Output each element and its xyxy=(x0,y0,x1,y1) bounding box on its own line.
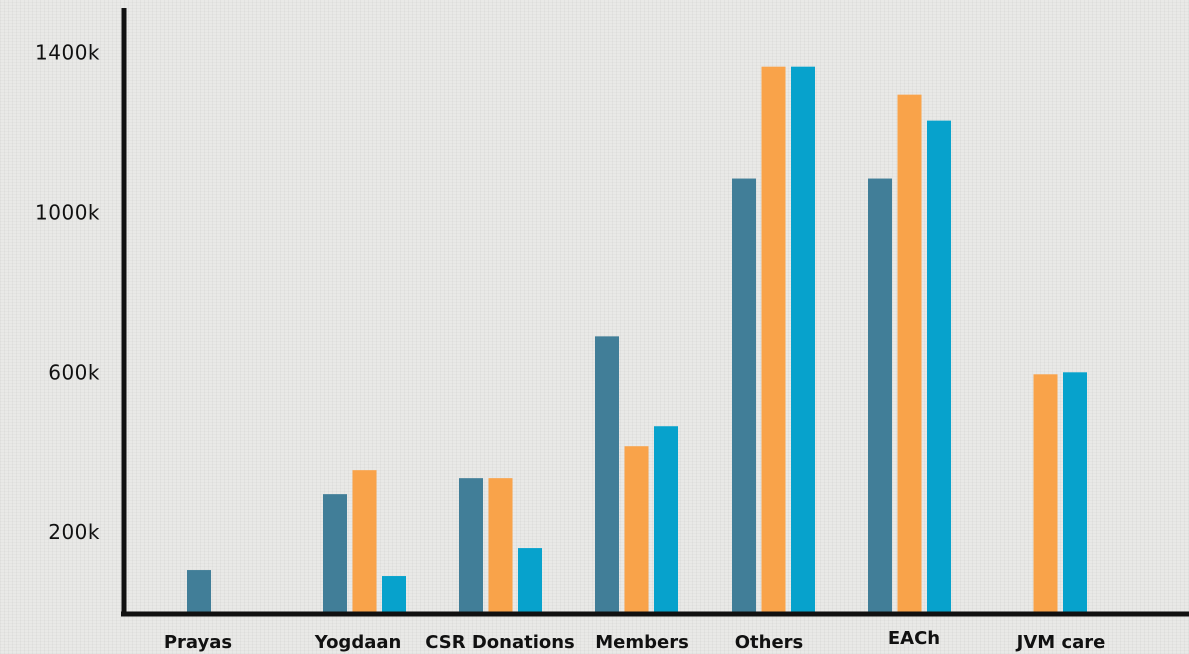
bar-csr-donations-s3 xyxy=(518,548,542,612)
x-tick-label: Yogdaan xyxy=(314,632,402,653)
y-tick-label: 200k xyxy=(48,520,100,544)
x-tick-label: EACh xyxy=(888,628,940,649)
bar-others-s1 xyxy=(732,178,756,613)
y-tick-label: 1000k xyxy=(35,201,100,225)
bar-csr-donations-s1 xyxy=(459,478,483,612)
bar-yogdaan-s2 xyxy=(352,470,377,612)
y-tick-label: 1400k xyxy=(35,41,100,65)
bar-jvm-care-s2 xyxy=(1033,374,1058,612)
bar-each-s3 xyxy=(927,120,951,613)
y-tick-label: 600k xyxy=(48,360,100,384)
bar-members-s3 xyxy=(654,426,678,612)
bar-members-s1 xyxy=(595,336,619,612)
y-axis-ticks: 200k 600k 1000k 1400k xyxy=(35,41,100,544)
x-tick-label: Members xyxy=(595,632,689,653)
x-tick-label: CSR Donations xyxy=(425,632,575,653)
bar-csr-donations-s2 xyxy=(488,478,513,612)
bar-yogdaan-s1 xyxy=(323,494,347,612)
bar-each-s1 xyxy=(868,178,892,613)
bar-members-s2 xyxy=(624,446,649,612)
bar-others-s2 xyxy=(761,66,786,613)
x-tick-label: Prayas xyxy=(164,632,232,653)
bar-yogdaan-s3 xyxy=(382,576,406,612)
x-axis-labels: Prayas Yogdaan CSR Donations Members Others E… xyxy=(164,628,1105,653)
bar-each-s2 xyxy=(897,94,922,612)
x-tick-label: Others xyxy=(735,632,804,653)
bar-prayas-s1 xyxy=(187,570,211,612)
bars xyxy=(187,66,1087,613)
x-tick-label: JVM care xyxy=(1015,632,1106,653)
bar-jvm-care-s3 xyxy=(1063,372,1087,612)
bar-others-s3 xyxy=(791,66,815,613)
